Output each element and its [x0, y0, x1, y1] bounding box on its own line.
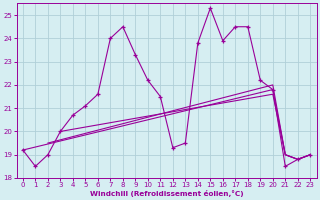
X-axis label: Windchill (Refroidissement éolien,°C): Windchill (Refroidissement éolien,°C) [90, 190, 244, 197]
